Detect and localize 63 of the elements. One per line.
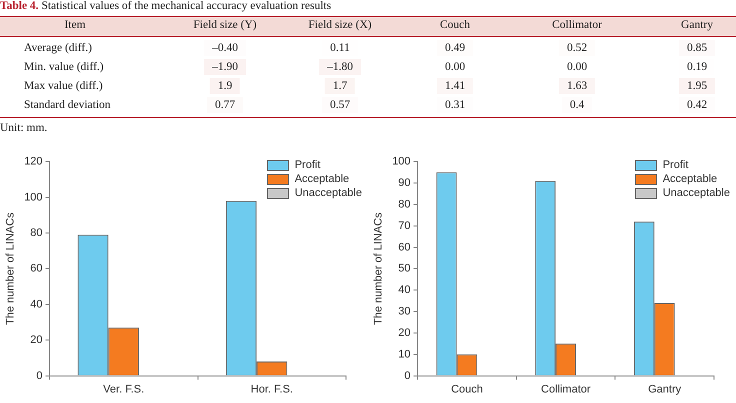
x-tick-label: Hor. F.S.	[250, 383, 293, 396]
data-label: 0.00	[566, 60, 588, 75]
data-label: 0.49	[436, 40, 474, 56]
data-label: 1.7	[324, 78, 356, 94]
y-tick-label: 100	[24, 191, 43, 204]
y-tick-label: 80	[30, 227, 43, 240]
x-tick-label: Gantry	[681, 19, 713, 31]
data-label: –1.90	[204, 59, 246, 75]
y-tick-label: 120	[24, 156, 43, 168]
y-tick-label: 70	[398, 220, 411, 232]
y-tick-label: 60	[30, 262, 43, 275]
data-label: 0.57	[322, 97, 358, 113]
y-tick-label: 80	[398, 198, 411, 210]
y-axis-title: Item	[64, 19, 86, 31]
y-tick-label: 20	[30, 334, 43, 346]
legend-label: Profit	[294, 158, 320, 172]
x-tick-label: Collimator	[552, 19, 602, 31]
data-label: 0.4	[562, 97, 592, 113]
legend-label: Unacceptable	[294, 186, 362, 200]
data-label: –0.40	[204, 40, 246, 56]
data-label: 1.41	[436, 78, 474, 94]
y-axis-title: The number of LINACs	[372, 212, 385, 325]
y-tick-label: Average (diff.)	[24, 42, 92, 54]
y-tick-label: Standard deviation	[24, 99, 111, 111]
data-label: 0.11	[322, 40, 358, 56]
y-tick-label: Min. value (diff.)	[24, 61, 104, 73]
data-label: 0.19	[678, 59, 716, 75]
y-tick-label: 60	[398, 241, 411, 254]
data-label: 0.85	[678, 40, 716, 56]
y-tick-label: 40	[30, 298, 43, 310]
legend-label: Acceptable	[662, 172, 718, 186]
x-tick-label: Collimator	[541, 383, 591, 396]
y-tick-label: 10	[398, 348, 411, 360]
y-tick-label: 0	[36, 370, 43, 382]
x-tick-label: Field size (Y)	[193, 19, 257, 31]
data-label: 1.95	[678, 78, 716, 94]
data-label: 1.9	[210, 78, 240, 94]
data-label: 0.77	[206, 97, 244, 113]
data-label: –1.80	[319, 59, 361, 75]
y-tick-label: 90	[398, 177, 411, 190]
data-label: 0.42	[678, 97, 716, 113]
y-tick-label: Max value (diff.)	[24, 80, 103, 92]
y-tick-label: 20	[398, 326, 411, 339]
data-label: 0.00	[444, 60, 466, 75]
data-label: 0.52	[558, 40, 596, 56]
y-tick-label: 30	[398, 306, 411, 318]
text: Unit: mm.	[0, 122, 48, 134]
legend-label: Acceptable	[294, 172, 350, 186]
data-label: 1.63	[558, 78, 596, 94]
y-tick-label: 40	[398, 284, 411, 296]
data-label: 0.31	[436, 97, 474, 113]
x-tick-label: Couch	[440, 19, 470, 31]
x-tick-label: Gantry	[648, 383, 682, 396]
x-tick-label: Ver. F.S.	[103, 383, 144, 396]
legend-label: Unacceptable	[662, 186, 730, 200]
y-tick-label: 100	[392, 156, 411, 168]
y-tick-label: 50	[398, 262, 411, 275]
y-tick-label: 0	[404, 370, 411, 382]
x-tick-label: Field size (X)	[308, 19, 372, 31]
y-axis-title: The number of LINACs	[4, 212, 17, 325]
x-tick-label: Couch	[451, 383, 483, 396]
chart-title: Table 4. Statistical values of the mechanical accuracy evaluation results	[0, 0, 332, 12]
legend-label: Profit	[662, 158, 688, 172]
